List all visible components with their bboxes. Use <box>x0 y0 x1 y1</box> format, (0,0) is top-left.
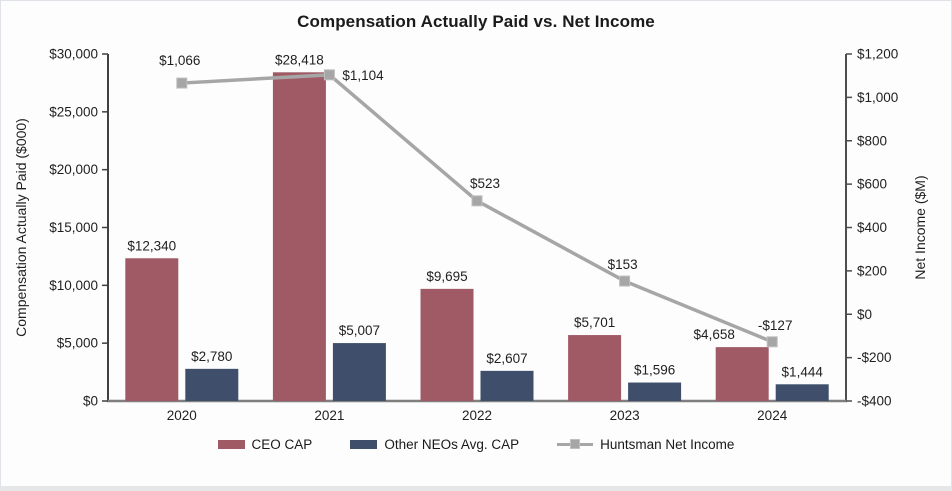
bar-ceo-cap-2020 <box>125 258 179 401</box>
left-axis-tick-label: $0 <box>83 394 98 409</box>
bar-value-label: $4,658 <box>694 327 735 342</box>
line-value-label: $1,066 <box>159 53 200 68</box>
other-neos-cap-swatch <box>350 440 378 449</box>
bar-other-neos-avg-cap-2024 <box>775 384 829 401</box>
net-income-marker-glyph <box>570 439 581 449</box>
x-axis-category-label: 2021 <box>314 408 344 423</box>
left-axis-tick-label: $5,000 <box>57 336 98 351</box>
legend-item-net-income: Huntsman Net Income <box>557 437 734 452</box>
chart-title: Compensation Actually Paid vs. Net Incom… <box>297 12 655 31</box>
legend-label-other-neos-cap: Other NEOs Avg. CAP <box>384 437 520 452</box>
right-axis-tick-label: $400 <box>857 220 887 235</box>
line-value-label: -$127 <box>758 318 793 333</box>
net-income-marker-2020 <box>176 77 188 89</box>
x-axis-category-label: 2023 <box>610 408 640 423</box>
net-income-marker-2024 <box>766 336 778 348</box>
bar-value-label: $2,780 <box>191 349 232 364</box>
bar-other-neos-avg-cap-2021 <box>332 343 386 401</box>
bar-value-label: $9,695 <box>426 269 467 284</box>
x-axis-category-label: 2020 <box>167 408 197 423</box>
net-income-marker-2023 <box>619 275 631 287</box>
chart-legend: CEO CAP Other NEOs Avg. CAP Huntsman Net… <box>1 437 951 452</box>
net-income-marker-2022 <box>471 195 483 207</box>
line-value-label: $1,104 <box>342 68 384 83</box>
x-axis-category-label: 2024 <box>757 408 788 423</box>
net-income-line <box>181 73 773 344</box>
net-income-marker-2021 <box>323 69 335 81</box>
right-axis-tick-label: -$400 <box>857 394 892 409</box>
line-value-label: $523 <box>470 176 500 191</box>
x-axis-category-label: 2022 <box>462 408 492 423</box>
bar-value-label: $5,701 <box>574 315 615 330</box>
bar-other-neos-avg-cap-2022 <box>480 370 534 401</box>
right-axis-tick-label: $0 <box>857 307 872 322</box>
right-axis-tick-label: -$200 <box>857 350 892 365</box>
bar-value-label: $2,607 <box>486 351 527 366</box>
legend-item-ceo-cap: CEO CAP <box>217 437 313 452</box>
legend-label-net-income: Huntsman Net Income <box>600 437 735 452</box>
chart-plot-area: $0 $5,000 $10,000 $15,000 $20,000 $25,000 $30,… <box>13 47 928 424</box>
legend-label-ceo-cap: CEO CAP <box>251 437 313 452</box>
bar-ceo-cap-2022 <box>420 288 474 401</box>
bar-value-label: $1,444 <box>782 364 824 379</box>
bar-value-label: $12,340 <box>127 238 176 253</box>
left-axis-tick-label: $15,000 <box>49 220 98 235</box>
right-axis-title: Net Income ($M) <box>912 175 928 279</box>
bar-value-label: $1,596 <box>634 363 675 378</box>
bar-other-neos-avg-cap-2020 <box>185 368 239 401</box>
left-axis-title: Compensation Actually Paid ($000) <box>13 118 29 337</box>
right-axis-tick-label: $200 <box>857 263 887 278</box>
line-value-label: $153 <box>608 257 638 272</box>
right-axis-tick-label: $1,200 <box>857 47 898 62</box>
bar-ceo-cap-2024 <box>715 347 769 401</box>
right-axis-tick-label: $600 <box>857 177 887 192</box>
bar-ceo-cap-2021 <box>272 72 326 402</box>
bar-value-label: $28,418 <box>275 52 324 67</box>
right-axis-tick-label: $1,000 <box>857 90 898 105</box>
net-income-line-swatch <box>557 439 594 450</box>
left-axis-tick-label: $20,000 <box>49 162 98 177</box>
left-axis-tick-label: $10,000 <box>49 278 98 293</box>
left-axis-tick-label: $25,000 <box>49 104 98 119</box>
legend-item-other-neos-cap: Other NEOs Avg. CAP <box>350 437 519 452</box>
bar-ceo-cap-2023 <box>568 335 622 401</box>
ceo-cap-swatch <box>217 440 245 449</box>
bar-other-neos-avg-cap-2023 <box>628 382 682 401</box>
bar-value-label: $5,007 <box>339 323 380 338</box>
right-axis-tick-label: $800 <box>857 133 887 148</box>
left-axis-tick-label: $30,000 <box>49 47 98 62</box>
